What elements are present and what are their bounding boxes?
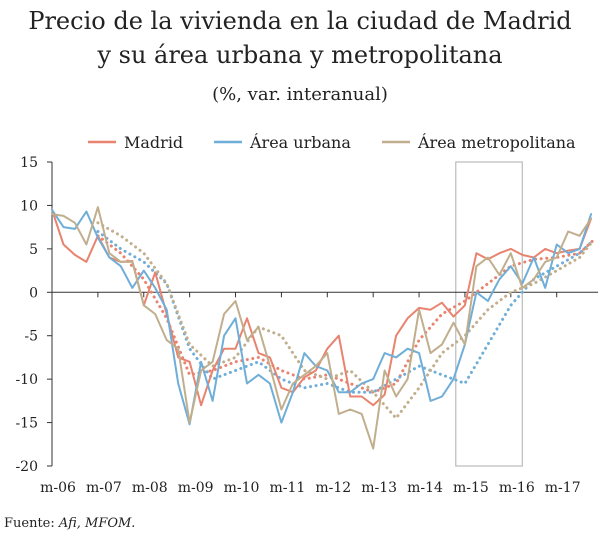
y-tick-label: 0: [29, 285, 38, 301]
series-line-área-urbana: [51, 208, 593, 426]
x-tick-label: m-11: [269, 480, 305, 496]
trend-line-trend-0: [96, 234, 595, 394]
x-tick-label: m-12: [315, 480, 351, 496]
source-text: Afi, MFOM.: [58, 516, 136, 531]
legend-label: Área urbana: [249, 132, 351, 152]
highlight-band: [455, 161, 523, 467]
x-tick-label: m-14: [407, 480, 443, 496]
y-tick-label: 10: [20, 198, 38, 214]
y-tick-label: -15: [15, 416, 38, 432]
series-line-área-metropolitana: [51, 206, 593, 450]
source-note: Fuente: Afi, MFOM.: [4, 516, 135, 531]
x-tick-label: m-15: [453, 480, 489, 496]
chart-title-line-2: y su área urbana y metropolitana: [97, 41, 503, 69]
x-tick-label: m-13: [361, 480, 397, 496]
x-tick-label: m-09: [178, 480, 214, 496]
x-tick-label: m-08: [132, 480, 168, 496]
chart-subtitle: (%, var. interanual): [212, 84, 388, 105]
legend: Madrid Área urbana Área metropolitana: [88, 132, 576, 152]
chart-title-line-1: Precio de la vivienda en la ciudad de Ma…: [28, 7, 572, 35]
y-tick-label: -20: [15, 459, 38, 475]
source-label: Fuente:: [4, 516, 55, 531]
legend-label: Área metropolitana: [417, 132, 576, 152]
x-tick-label: m-06: [40, 480, 76, 496]
highlight-band-layer: [455, 161, 523, 467]
x-tick-label: m-07: [86, 480, 122, 496]
series-layer: [51, 206, 595, 450]
axis-layer: 15 10 5 0 -5 -10 -15 -20m-06 m-07 m-08 m-09 m-10 m-1…: [15, 155, 598, 496]
y-tick-label: -10: [15, 372, 38, 388]
x-tick-label: m-10: [224, 480, 260, 496]
legend-label: Madrid: [124, 133, 183, 152]
trend-line-trend-1: [96, 230, 595, 394]
x-tick-label: m-16: [499, 480, 535, 496]
y-tick-label: 15: [20, 155, 38, 171]
y-tick-label: 5: [29, 242, 38, 258]
x-tick-label: m-17: [545, 480, 581, 496]
y-tick-label: -5: [24, 329, 38, 345]
